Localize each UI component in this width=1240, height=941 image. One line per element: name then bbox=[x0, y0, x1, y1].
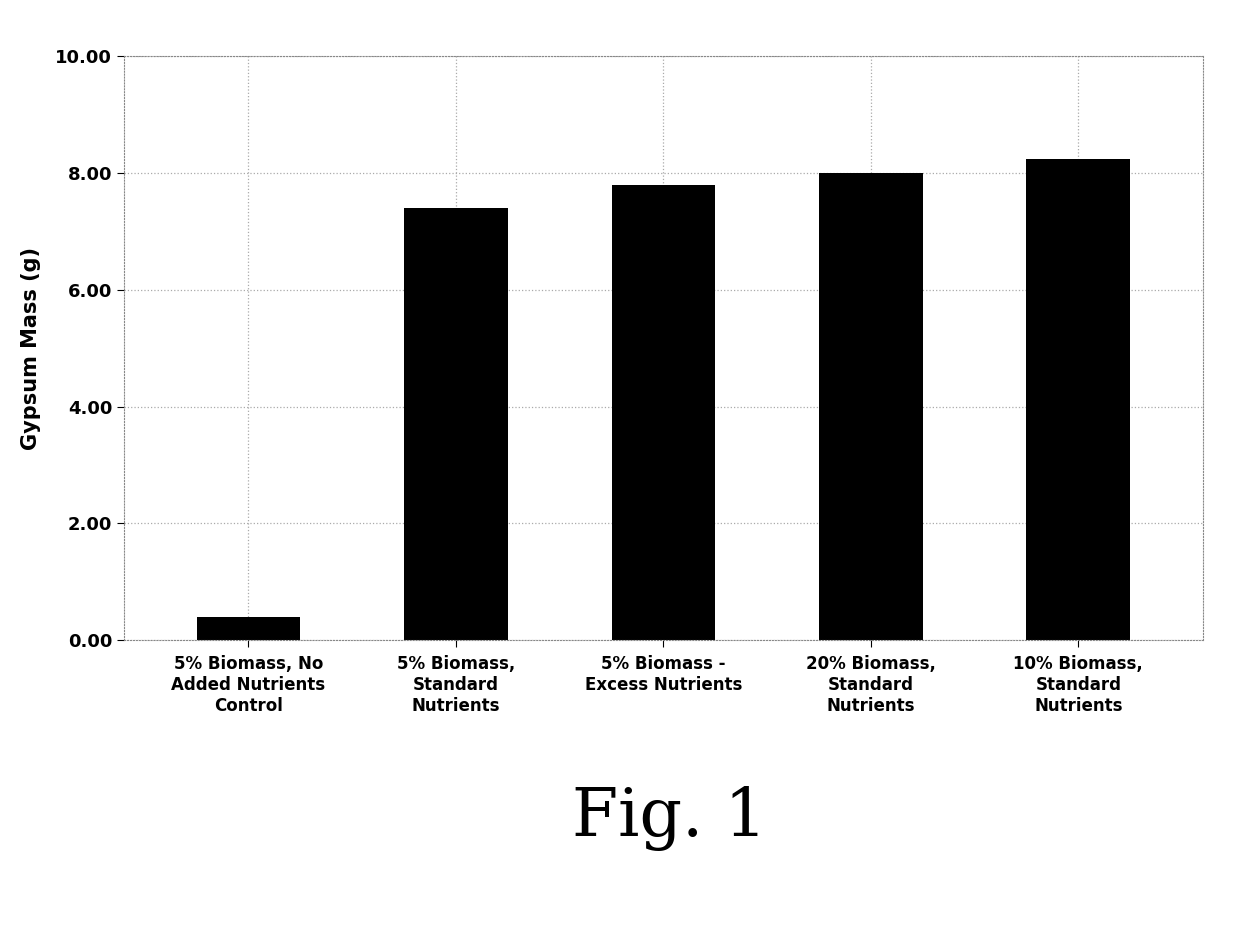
Bar bbox=[818, 173, 923, 640]
Text: Fig. 1: Fig. 1 bbox=[572, 786, 768, 852]
Y-axis label: Gypsum Mass (g): Gypsum Mass (g) bbox=[21, 247, 41, 450]
Bar bbox=[197, 616, 300, 640]
Bar bbox=[1027, 158, 1130, 640]
Bar bbox=[404, 208, 508, 640]
Bar bbox=[611, 184, 715, 640]
